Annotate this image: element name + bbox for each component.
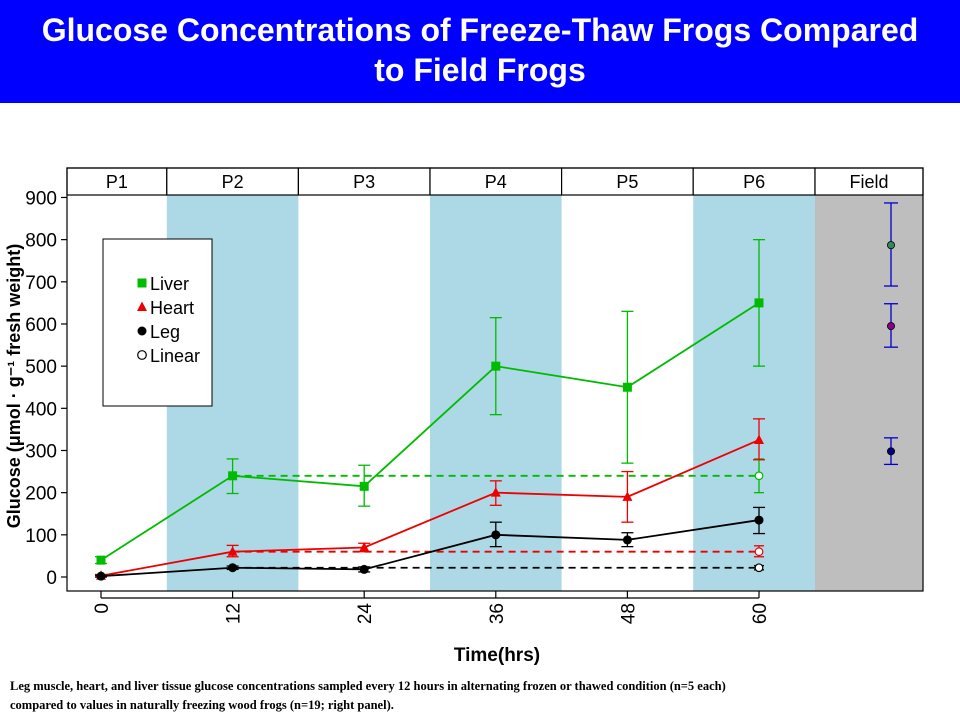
y-tick-label-300: 300 xyxy=(25,441,57,462)
leg-series-line xyxy=(100,519,760,578)
x-axis-label: Time(hrs) xyxy=(454,645,540,666)
leg-point-12 xyxy=(228,563,238,573)
legend-marker-heart xyxy=(137,301,147,311)
chart-area: P1 P2 P3 P4 P5 P6 Field 0 100 200 300 400 500 600 700… xyxy=(0,103,960,675)
liver-series-line xyxy=(100,302,760,561)
liver-point-12 xyxy=(228,471,238,481)
period-label-p2: P2 xyxy=(222,172,244,192)
period-band-field xyxy=(815,195,923,591)
caption-line1: Leg muscle, heart, and liver tissue gluc… xyxy=(10,679,726,693)
x-tick-label-24: 24 xyxy=(355,603,376,625)
heart-point-12 xyxy=(227,546,238,556)
y-tick-label-0: 0 xyxy=(46,568,57,589)
liver-point-0 xyxy=(96,555,106,565)
period-label-p6: P6 xyxy=(743,172,765,192)
liver-point-36 xyxy=(491,361,501,371)
glucose-chart: P1 P2 P3 P4 P5 P6 Field 0100200300400500600700… xyxy=(4,167,924,666)
field-point-0 xyxy=(887,241,896,250)
slide-title-line1: Glucose Concentrations of Freeze-Thaw Fr… xyxy=(41,12,919,48)
plot-frame xyxy=(66,167,924,592)
leg-point-36 xyxy=(491,530,501,540)
period-header-p5 xyxy=(560,167,694,196)
heart-point-48 xyxy=(622,491,633,501)
linear-point-1 xyxy=(754,547,764,557)
period-label-p1: P1 xyxy=(106,172,128,192)
liver-point-60 xyxy=(754,298,764,308)
figure-caption: Leg muscle, heart, and liver tissue gluc… xyxy=(10,677,950,715)
period-label-p3: P3 xyxy=(353,172,375,192)
heart-point-60 xyxy=(754,434,764,444)
leg-point-60 xyxy=(754,515,764,525)
title-banner: Glucose Concentrations of Freeze-Thaw Fr… xyxy=(0,0,960,103)
period-band-p6 xyxy=(693,195,815,591)
field-point-2 xyxy=(887,447,896,456)
legend-marker-linear xyxy=(137,350,147,360)
legend-label-heart: Heart xyxy=(150,298,194,318)
legend-marker-liver xyxy=(137,278,147,288)
period-header-field xyxy=(814,167,924,196)
period-label-p4: P4 xyxy=(485,172,507,192)
period-header-p6 xyxy=(692,167,816,196)
period-label-field: Field xyxy=(849,172,888,192)
leg-point-0 xyxy=(96,571,106,581)
leg-point-48 xyxy=(622,535,632,545)
y-tick-label-900: 900 xyxy=(25,188,57,209)
heart-series-line xyxy=(100,439,760,577)
linear-point-0 xyxy=(754,471,764,481)
y-tick-label-100: 100 xyxy=(25,526,57,547)
y-axis-label: Glucose (μmol · g⁻¹ fresh weight) xyxy=(4,244,24,529)
x-tick-label-36: 36 xyxy=(487,603,508,624)
y-tick-label-800: 800 xyxy=(25,231,57,252)
y-tick-label-200: 200 xyxy=(25,484,57,505)
field-point-1 xyxy=(887,322,896,331)
y-tick-label-600: 600 xyxy=(25,315,57,336)
slide-title-line2: to Field Frogs xyxy=(374,52,586,88)
x-tick-label-12: 12 xyxy=(224,603,245,624)
x-tick-label-48: 48 xyxy=(618,603,639,624)
x-tick-label-60: 60 xyxy=(750,603,771,624)
y-tick-label-500: 500 xyxy=(25,357,57,378)
linear-point-2 xyxy=(754,563,764,573)
y-tick-label-700: 700 xyxy=(25,273,57,294)
legend-label-liver: Liver xyxy=(150,274,189,294)
legend-label-linear: Linear xyxy=(150,346,200,366)
legend-marker-leg xyxy=(137,326,147,336)
period-header-p3 xyxy=(297,167,431,196)
caption-line2: compared to values in naturally freezing… xyxy=(10,698,394,712)
liver-point-48 xyxy=(622,382,632,392)
period-label-p5: P5 xyxy=(616,172,638,192)
heart-point-36 xyxy=(490,487,501,497)
y-tick-label-400: 400 xyxy=(25,399,57,420)
legend-box xyxy=(102,238,213,407)
leg-point-24 xyxy=(359,564,369,574)
x-tick-label-0: 0 xyxy=(92,603,113,614)
heart-point-24 xyxy=(359,541,370,552)
legend-label-leg: Leg xyxy=(150,322,180,342)
liver-point-24 xyxy=(359,481,369,491)
